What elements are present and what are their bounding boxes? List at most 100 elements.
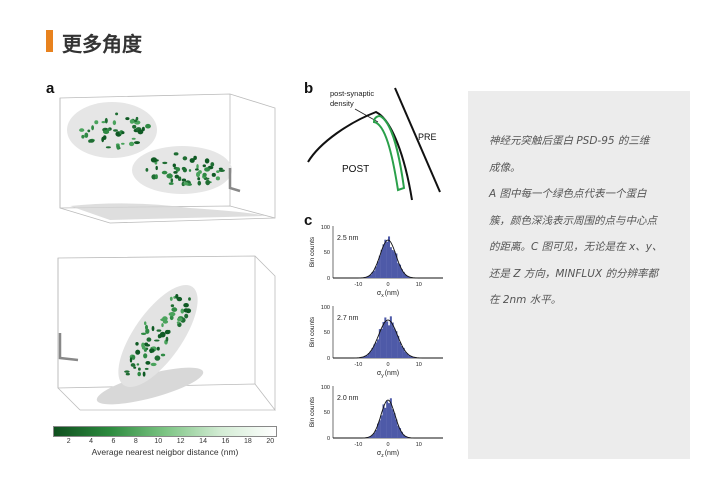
top-floor-shadow bbox=[70, 203, 265, 220]
precision-label: 2.5 nm bbox=[337, 235, 359, 242]
hist-bar bbox=[393, 413, 396, 438]
cluster-point bbox=[105, 146, 111, 149]
cluster-point bbox=[84, 132, 89, 138]
hist-bar bbox=[397, 335, 400, 358]
cluster-point bbox=[136, 363, 140, 366]
cluster-point bbox=[144, 367, 149, 370]
cluster-point bbox=[135, 342, 139, 346]
hist-bar bbox=[369, 274, 372, 278]
x-tick: -10 bbox=[354, 362, 362, 368]
cluster-point bbox=[154, 174, 158, 180]
cluster-point bbox=[195, 168, 199, 171]
cb-tick: 10 bbox=[154, 438, 163, 445]
panel-a-3d-plots bbox=[57, 93, 276, 412]
cluster-point bbox=[116, 144, 120, 150]
y-tick: 0 bbox=[327, 356, 330, 362]
top-3d-box bbox=[59, 93, 276, 224]
cluster-point bbox=[129, 119, 135, 124]
hist-bar bbox=[404, 352, 407, 358]
cluster-point bbox=[169, 296, 173, 301]
hist-bar bbox=[404, 274, 407, 278]
cluster-point bbox=[164, 329, 170, 335]
cluster-point bbox=[183, 182, 189, 186]
cluster-point bbox=[129, 357, 133, 363]
cb-tick: 12 bbox=[176, 438, 185, 445]
x-axis-label: σx(nm) bbox=[377, 290, 399, 299]
hist-bar bbox=[406, 353, 409, 358]
cluster-point bbox=[166, 173, 173, 179]
hist-bar bbox=[375, 342, 378, 358]
hist-bar bbox=[397, 425, 400, 438]
hist-bar bbox=[395, 419, 398, 438]
x-tick: -10 bbox=[354, 282, 362, 288]
cb-tick: 16 bbox=[221, 438, 230, 445]
hist-bar bbox=[400, 346, 403, 358]
cluster-point bbox=[151, 325, 155, 332]
hist-bar bbox=[393, 328, 396, 358]
y-tick: 50 bbox=[324, 410, 330, 416]
cluster-point bbox=[134, 119, 138, 122]
cluster-point bbox=[176, 321, 180, 324]
hist-bar bbox=[375, 429, 378, 438]
hist-bar bbox=[378, 420, 381, 438]
post-membrane bbox=[307, 110, 413, 201]
colorbar-label: Average nearest neigbor distance (nm) bbox=[91, 447, 239, 457]
colorbar-ticks: 2 4 6 8 10 12 14 16 18 20 bbox=[53, 438, 277, 448]
hist-bar bbox=[384, 407, 387, 438]
cluster-point bbox=[131, 137, 136, 140]
hist-bar bbox=[402, 434, 405, 438]
fit-curve bbox=[333, 239, 443, 279]
fit-curve bbox=[333, 319, 443, 359]
cluster-point bbox=[177, 176, 182, 181]
description-line: A 图中每一个绿色点代表一个蛋白 bbox=[489, 188, 647, 200]
hist-bar bbox=[388, 325, 391, 358]
cluster-point bbox=[205, 179, 211, 186]
cluster-point bbox=[131, 354, 136, 360]
cluster-point bbox=[144, 321, 147, 325]
cluster-point bbox=[121, 142, 125, 145]
cluster-point bbox=[156, 346, 160, 351]
cluster-point bbox=[181, 178, 187, 182]
cluster-point bbox=[185, 308, 192, 314]
cluster-point bbox=[169, 315, 174, 321]
cluster-point bbox=[135, 349, 141, 355]
y-tick: 0 bbox=[327, 436, 330, 442]
hist-bar bbox=[377, 423, 380, 438]
cluster-point bbox=[130, 363, 136, 367]
cluster-point bbox=[146, 337, 152, 342]
precision-label: 2.7 nm bbox=[337, 315, 359, 322]
histogram-3: σz(nm) bbox=[332, 386, 443, 459]
cluster-point bbox=[173, 152, 179, 156]
hist-bar bbox=[364, 355, 367, 358]
cluster-point bbox=[133, 366, 137, 369]
cluster-point bbox=[81, 134, 85, 139]
cb-tick: 2 bbox=[66, 438, 71, 445]
hist-bar bbox=[386, 401, 389, 438]
cluster-point bbox=[211, 172, 216, 177]
y-tick: 0 bbox=[327, 276, 330, 282]
cb-tick: 8 bbox=[133, 438, 138, 445]
cluster-point bbox=[102, 135, 107, 140]
panel-b-schematic: post-synaptic density PRE POST bbox=[307, 87, 441, 201]
bottom-axis-glyph bbox=[58, 333, 79, 362]
cluster-point bbox=[150, 362, 157, 367]
cluster-point bbox=[204, 158, 210, 164]
cluster-point bbox=[91, 125, 94, 131]
hist-bar bbox=[388, 403, 391, 438]
bottom-3d-box bbox=[57, 255, 276, 412]
bottom-floor-shadow bbox=[96, 367, 204, 405]
hist-bar bbox=[399, 264, 402, 278]
cluster-point bbox=[141, 332, 147, 335]
cluster-point bbox=[137, 371, 141, 377]
hist-bar bbox=[382, 404, 385, 438]
cluster-point bbox=[145, 123, 151, 129]
pre-membrane bbox=[394, 87, 441, 193]
hist-bar bbox=[389, 247, 392, 278]
cluster-point bbox=[149, 348, 155, 353]
label-post: POST bbox=[342, 164, 369, 175]
cluster-point bbox=[125, 372, 130, 376]
hist-bar bbox=[369, 436, 372, 438]
cluster-point bbox=[173, 171, 178, 174]
x-axis-label: σy(nm) bbox=[377, 370, 399, 379]
